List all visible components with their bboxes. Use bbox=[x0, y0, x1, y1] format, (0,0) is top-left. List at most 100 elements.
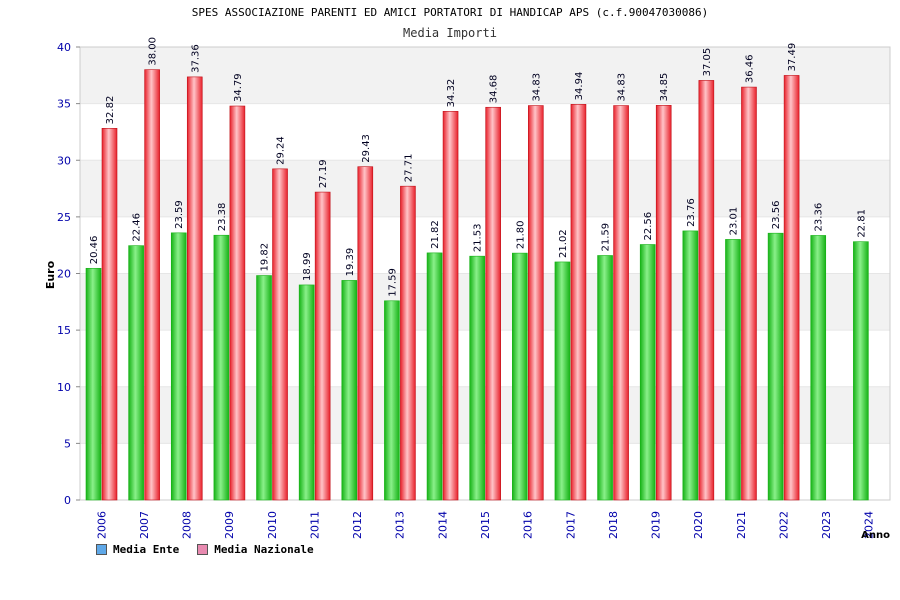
bar-media-ente bbox=[128, 245, 144, 501]
data-label: 37.49 bbox=[787, 43, 798, 72]
data-label: 23.59 bbox=[174, 200, 185, 229]
legend: Media Ente Media Nazionale bbox=[96, 543, 314, 556]
data-label: 37.05 bbox=[702, 48, 713, 77]
x-tick-label: 2014 bbox=[436, 511, 449, 539]
data-label: 21.53 bbox=[473, 224, 484, 253]
data-label: 23.56 bbox=[771, 201, 782, 230]
bar-media-nazionale bbox=[698, 80, 715, 501]
bar-media-nazionale bbox=[783, 75, 800, 501]
bar-media-nazionale bbox=[613, 105, 629, 501]
chart-subtitle: Media Importi bbox=[403, 26, 497, 40]
data-label: 18.99 bbox=[302, 252, 313, 281]
x-tick-label: 2021 bbox=[735, 511, 748, 539]
data-label: 29.43 bbox=[361, 134, 372, 163]
data-label: 20.46 bbox=[89, 236, 100, 265]
y-tick-label: 0 bbox=[64, 494, 71, 507]
x-tick-label: 2015 bbox=[479, 511, 492, 539]
y-tick-label: 10 bbox=[57, 381, 71, 394]
bar-media-nazionale bbox=[144, 69, 160, 501]
bar-media-ente bbox=[512, 252, 528, 501]
x-tick-label: 2007 bbox=[138, 511, 151, 539]
legend-item-ente: Media Ente bbox=[96, 543, 179, 556]
bar-media-ente bbox=[298, 284, 315, 501]
data-label: 17.59 bbox=[387, 268, 398, 297]
y-tick-label: 25 bbox=[57, 211, 71, 224]
data-label: 27.71 bbox=[403, 154, 414, 183]
bar-media-nazionale bbox=[485, 106, 501, 501]
bar-media-ente bbox=[725, 239, 741, 501]
bar-media-ente bbox=[426, 252, 443, 501]
x-axis-label: Anno bbox=[861, 530, 890, 541]
bar-media-ente bbox=[213, 234, 230, 501]
legend-label-ente: Media Ente bbox=[113, 543, 180, 556]
data-label: 21.59 bbox=[601, 223, 612, 252]
x-tick-label: 2011 bbox=[308, 511, 321, 539]
x-tick-label: 2018 bbox=[607, 511, 620, 539]
data-label: 23.36 bbox=[814, 203, 825, 232]
bar-media-nazionale bbox=[655, 105, 672, 501]
bar-media-nazionale bbox=[229, 105, 246, 501]
x-tick-label: 2016 bbox=[522, 511, 535, 539]
bar-media-ente bbox=[597, 255, 613, 501]
y-tick-label: 35 bbox=[57, 98, 71, 111]
chart-title: SPES ASSOCIAZIONE PARENTI ED AMICI PORTA… bbox=[191, 6, 709, 19]
data-label: 19.39 bbox=[345, 248, 356, 277]
y-tick-label: 15 bbox=[57, 324, 71, 337]
data-label: 34.83 bbox=[531, 73, 542, 102]
data-label: 34.94 bbox=[574, 72, 585, 101]
data-label: 38.00 bbox=[148, 37, 159, 66]
data-label: 34.79 bbox=[233, 73, 244, 102]
bar-media-nazionale bbox=[570, 104, 587, 501]
bar-media-nazionale bbox=[272, 168, 288, 501]
x-tick-label: 2010 bbox=[266, 511, 279, 539]
y-tick-label: 40 bbox=[57, 41, 71, 54]
data-label: 29.24 bbox=[276, 136, 287, 165]
bar-media-nazionale bbox=[357, 166, 374, 501]
x-tick-label: 2017 bbox=[564, 511, 577, 539]
bar-media-ente bbox=[810, 235, 827, 501]
data-label: 23.76 bbox=[686, 198, 697, 227]
x-tick-label: 2022 bbox=[777, 511, 790, 539]
data-label: 22.81 bbox=[856, 209, 867, 238]
x-tick-label: 2019 bbox=[650, 511, 663, 539]
bar-media-nazionale bbox=[101, 128, 118, 501]
data-label: 27.19 bbox=[318, 159, 329, 188]
bar-media-nazionale bbox=[442, 111, 459, 501]
data-label: 34.68 bbox=[489, 75, 500, 104]
bar-media-nazionale bbox=[400, 185, 416, 501]
x-tick-label: 2009 bbox=[223, 511, 236, 539]
x-tick-label: 2012 bbox=[351, 511, 364, 539]
y-tick-label: 5 bbox=[64, 437, 71, 450]
x-tick-label: 2006 bbox=[95, 511, 108, 539]
bar-media-ente bbox=[85, 267, 102, 501]
data-label: 19.82 bbox=[260, 243, 271, 272]
bar-media-nazionale bbox=[186, 76, 203, 501]
bar-media-ente bbox=[170, 232, 187, 501]
data-label: 36.46 bbox=[744, 54, 755, 83]
bar-media-ente bbox=[682, 230, 699, 501]
bars: 20.46 32.82 22.46 38.00 23.59 37.36 23.38 34.79… bbox=[85, 37, 869, 501]
bar-media-ente bbox=[639, 244, 656, 501]
legend-label-nazionale: Media Nazionale bbox=[214, 543, 314, 556]
bar-media-nazionale bbox=[528, 105, 544, 501]
legend-swatch-ente bbox=[96, 544, 107, 555]
legend-item-nazionale: Media Nazionale bbox=[197, 543, 314, 556]
data-label: 32.82 bbox=[105, 96, 116, 125]
data-label: 22.46 bbox=[132, 213, 143, 242]
y-axis-label: Euro bbox=[44, 260, 57, 289]
y-tick-label: 30 bbox=[57, 154, 71, 167]
bar-media-ente bbox=[384, 300, 400, 501]
x-tick-label: 2024 bbox=[863, 511, 876, 539]
data-label: 37.36 bbox=[190, 44, 201, 73]
data-label: 34.85 bbox=[659, 73, 670, 102]
y-axis: 0 5 10 15 20 25 30 35 40 bbox=[57, 41, 80, 507]
y-tick-label: 20 bbox=[57, 268, 71, 281]
data-label: 21.82 bbox=[430, 220, 441, 249]
x-axis: 2006 2007 2008 2009 2010 2011 2012 2013 2014 2015… bbox=[95, 511, 875, 539]
data-label: 22.56 bbox=[643, 212, 654, 241]
x-tick-label: 2013 bbox=[394, 511, 407, 539]
x-tick-label: 2008 bbox=[181, 511, 194, 539]
bar-media-ente bbox=[554, 261, 571, 501]
